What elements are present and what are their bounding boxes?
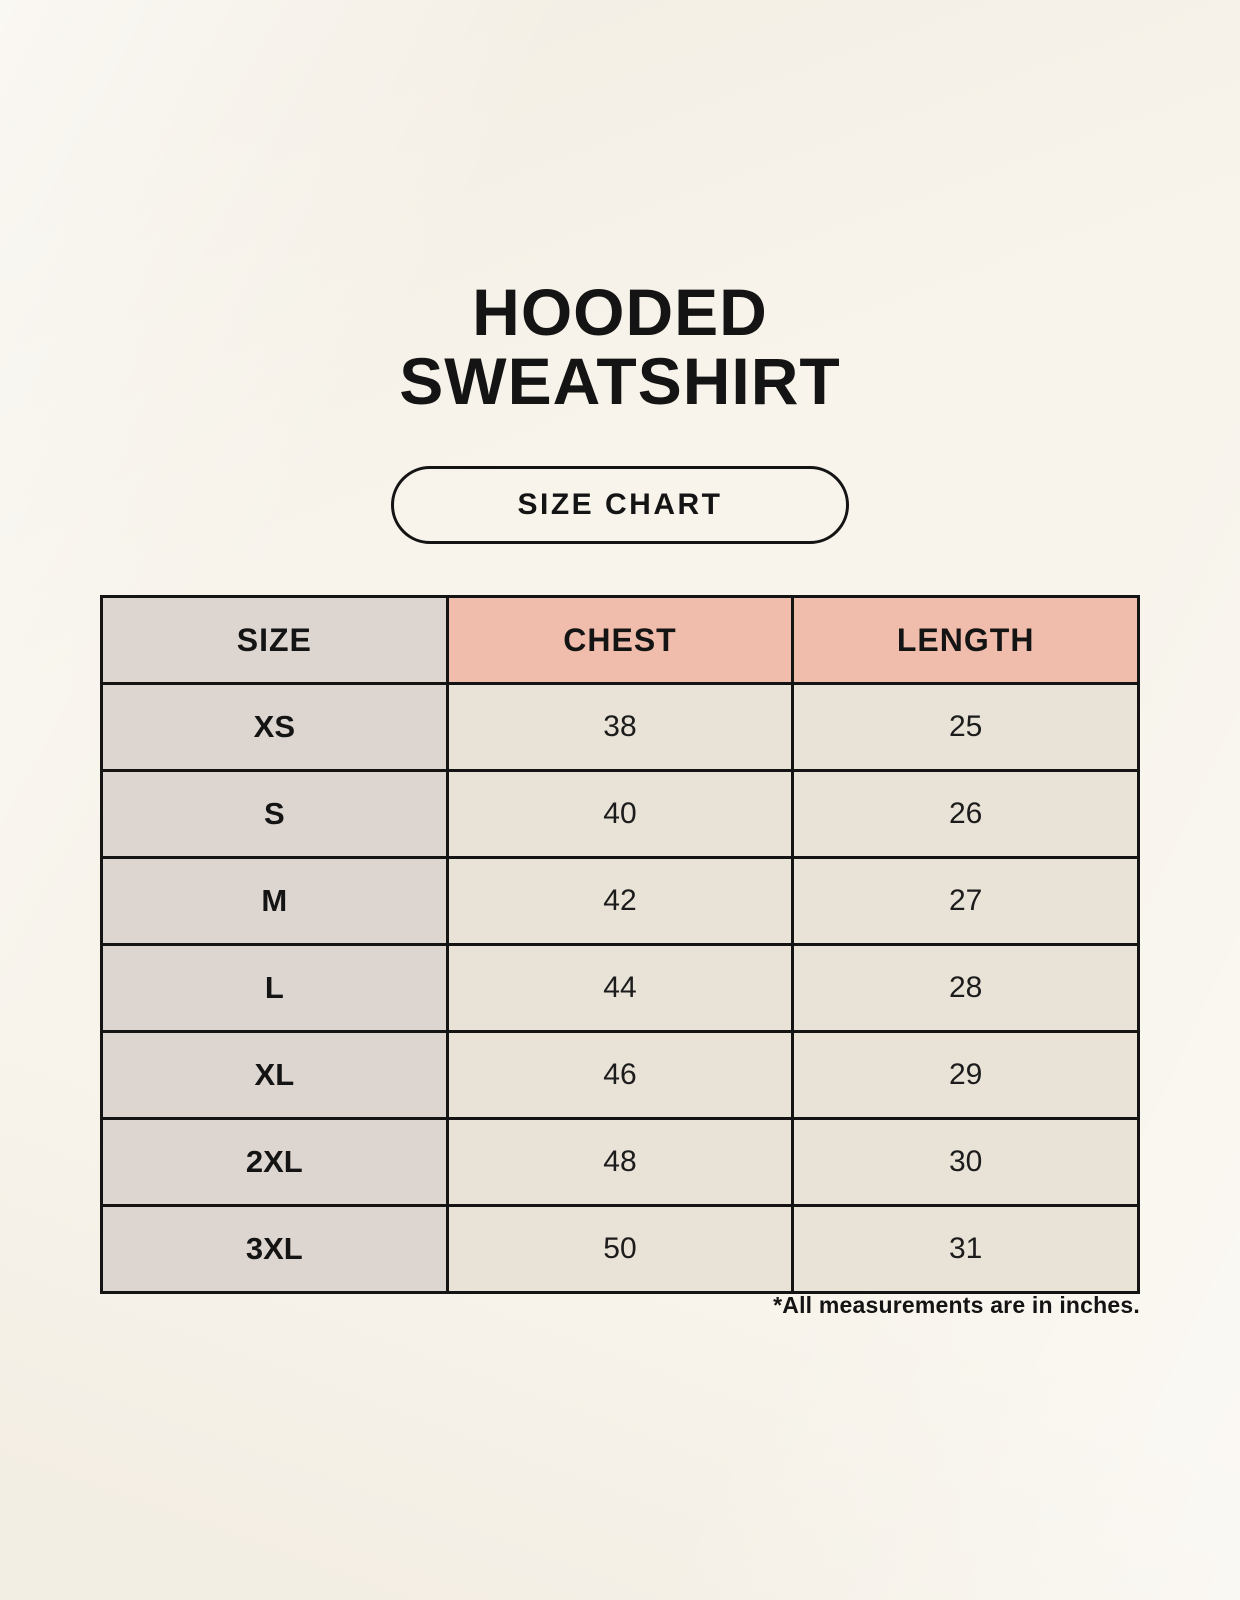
length-value: 29 (791, 1030, 1140, 1120)
size-chart-table-header: SIZE CHEST LENGTH (100, 595, 1140, 685)
size-label: L (100, 943, 449, 1033)
size-chart-badge-label: SIZE CHART (517, 488, 723, 521)
chest-value: 40 (445, 769, 795, 859)
table-row-s: S 40 26 (100, 769, 1140, 859)
column-header-length: LENGTH (791, 595, 1140, 685)
page-title-line2: SWEATSHIRT (399, 344, 841, 418)
chest-value: 48 (445, 1117, 795, 1207)
length-value: 28 (791, 943, 1140, 1033)
table-row-xs: XS 38 25 (100, 682, 1140, 772)
size-label: 2XL (100, 1117, 449, 1207)
page-title: HOODED SWEATSHIRT (0, 278, 1240, 416)
page-title-line1: HOODED (472, 275, 768, 349)
chest-value: 38 (445, 682, 795, 772)
length-value: 31 (791, 1204, 1140, 1294)
column-header-size: SIZE (100, 595, 449, 685)
size-label: M (100, 856, 449, 946)
length-value: 27 (791, 856, 1140, 946)
table-row-xl: XL 46 29 (100, 1030, 1140, 1120)
table-row-2xl: 2XL 48 30 (100, 1117, 1140, 1207)
table-row-m: M 42 27 (100, 856, 1140, 946)
table-row-3xl: 3XL 50 31 (100, 1204, 1140, 1294)
size-label: XL (100, 1030, 449, 1120)
size-chart-table: SIZE CHEST LENGTH XS 38 25 S 40 26 M 42 … (100, 595, 1140, 1294)
header-row: SIZE CHEST LENGTH (100, 595, 1140, 685)
size-label: S (100, 769, 449, 859)
chest-value: 46 (445, 1030, 795, 1120)
table-row-l: L 44 28 (100, 943, 1140, 1033)
size-label: XS (100, 682, 449, 772)
length-value: 25 (791, 682, 1140, 772)
chest-value: 42 (445, 856, 795, 946)
chest-value: 50 (445, 1204, 795, 1294)
chest-value: 44 (445, 943, 795, 1033)
length-value: 30 (791, 1117, 1140, 1207)
size-label: 3XL (100, 1204, 449, 1294)
measurements-footnote: *All measurements are in inches. (773, 1292, 1140, 1318)
column-header-chest: CHEST (445, 595, 795, 685)
length-value: 26 (791, 769, 1140, 859)
size-chart-badge: SIZE CHART (391, 466, 849, 544)
